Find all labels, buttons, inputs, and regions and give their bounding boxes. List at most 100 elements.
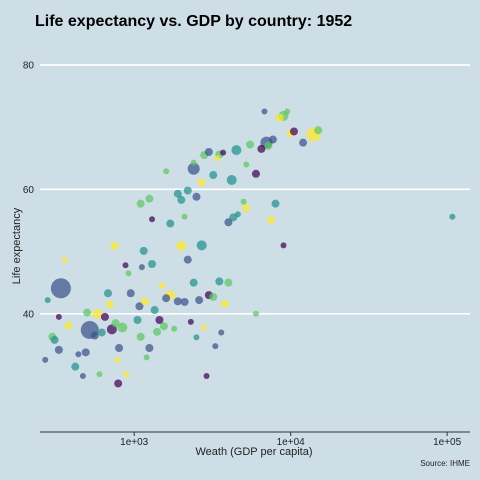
- scatter-point: [110, 241, 119, 250]
- scatter-point: [171, 325, 178, 332]
- scatter-point: [111, 319, 120, 328]
- scatter-point: [275, 113, 284, 122]
- scatter-point: [136, 199, 145, 208]
- y-tick-label: 40: [23, 309, 35, 320]
- scatter-point: [145, 194, 154, 203]
- scatter-point: [92, 308, 103, 319]
- scatter-point: [215, 277, 224, 286]
- scatter-point: [114, 356, 121, 363]
- y-tick-label: 80: [23, 60, 35, 71]
- scatter-point: [123, 371, 130, 378]
- scatter-point: [180, 297, 189, 306]
- scatter-point: [190, 159, 197, 166]
- scatter-point: [143, 354, 150, 361]
- scatter-point: [251, 169, 260, 178]
- scatter-point: [117, 322, 128, 333]
- scatter-points: [42, 108, 456, 388]
- scatter-point: [79, 373, 86, 379]
- scatter-point: [226, 175, 237, 185]
- scatter-point: [158, 282, 165, 289]
- scatter-point: [201, 324, 208, 331]
- scatter-point: [103, 289, 112, 298]
- x-axis-label: Weath (GDP per capita): [196, 446, 313, 458]
- scatter-point: [149, 216, 156, 223]
- y-tick-label: 60: [23, 185, 35, 196]
- scatter-point: [214, 155, 221, 162]
- scatter-point: [261, 108, 268, 115]
- x-tick-label: 1e+04: [277, 437, 306, 448]
- scatter-point: [183, 255, 192, 264]
- scatter-point: [220, 149, 227, 156]
- scatter-point: [122, 262, 129, 269]
- scatter-point: [189, 278, 198, 287]
- scatter-point: [234, 211, 241, 218]
- scatter-point: [284, 108, 291, 115]
- scatter-point: [204, 148, 213, 156]
- scatter-point: [193, 334, 200, 341]
- scatter-point: [159, 322, 168, 331]
- scatter-point: [148, 260, 157, 268]
- scatter-point: [75, 351, 82, 358]
- scatter-point: [71, 362, 80, 371]
- scatter-point: [55, 313, 62, 320]
- scatter-point: [145, 344, 154, 352]
- scatter-point: [155, 316, 164, 324]
- scatter-point: [90, 331, 99, 340]
- scatter-point: [280, 242, 287, 249]
- x-tick-label: 1e+05: [433, 437, 462, 448]
- scatter-point: [64, 321, 73, 330]
- scatter-point: [126, 289, 135, 298]
- scatter-point: [212, 343, 219, 350]
- scatter-point: [114, 379, 123, 388]
- scatter-point: [252, 310, 259, 317]
- scatter-point: [195, 296, 204, 305]
- scatter-point: [209, 292, 218, 301]
- scatter-point: [181, 213, 188, 220]
- scatter-point: [243, 161, 250, 168]
- scatter-point: [96, 371, 103, 378]
- scatter-point: [203, 373, 210, 379]
- scatter-point: [289, 127, 298, 136]
- scatter-point: [135, 302, 144, 311]
- scatter-point: [81, 348, 90, 357]
- scatter-point: [224, 278, 233, 287]
- scatter-point: [133, 316, 142, 324]
- scatter-point: [42, 356, 49, 363]
- scatter-point: [173, 297, 182, 306]
- scatter-point: [268, 135, 277, 144]
- scatter-point: [163, 168, 170, 175]
- scatter-point: [139, 246, 148, 255]
- scatter-point: [162, 294, 171, 303]
- chart-title: Life expectancy vs. GDP by country: 1952: [35, 13, 352, 30]
- scatter-point: [50, 335, 59, 344]
- scatter-point: [314, 126, 323, 135]
- scatter-point: [166, 219, 175, 228]
- scatter-point: [196, 240, 207, 251]
- y-axis-label: Life expectancy: [11, 207, 23, 284]
- scatter-point: [97, 328, 106, 337]
- chart-caption: Source: IHME: [420, 459, 470, 468]
- scatter-point: [44, 297, 51, 304]
- scatter-point: [242, 204, 251, 212]
- scatter-point: [61, 257, 68, 264]
- scatter-point: [209, 171, 218, 180]
- scatter-point: [267, 215, 276, 224]
- scatter-point: [187, 162, 200, 175]
- scatter-point: [83, 308, 92, 317]
- scatter-point: [177, 195, 186, 204]
- scatter-point: [246, 140, 255, 149]
- scatter-point: [173, 189, 182, 198]
- scatter-point: [218, 329, 225, 336]
- scatter-point: [125, 270, 132, 277]
- tick-labels: 40 60 80 1e+03 1e+04 1e+05: [23, 60, 462, 448]
- scatter-point: [176, 240, 187, 251]
- scatter-point: [231, 145, 242, 156]
- scatter-point: [240, 198, 247, 205]
- scatter-point: [153, 327, 162, 336]
- scatter-point: [257, 144, 266, 153]
- scatter-point: [115, 344, 124, 352]
- scatter-point: [299, 138, 308, 147]
- scatter-point: [138, 264, 145, 271]
